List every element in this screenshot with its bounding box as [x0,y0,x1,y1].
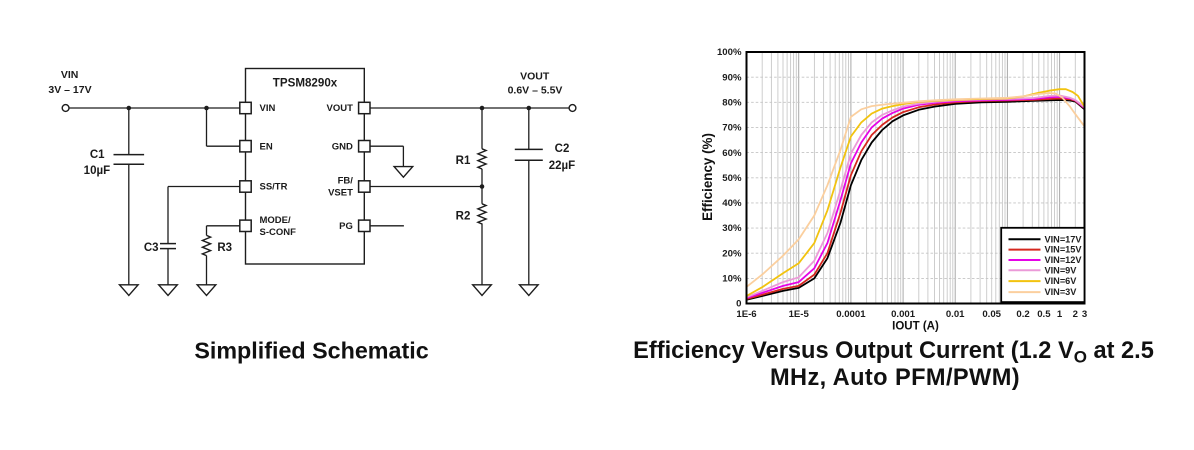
svg-text:22µF: 22µF [549,160,575,172]
svg-text:100%: 100% [717,47,742,58]
svg-text:MHz, Auto PFM/PWM): MHz, Auto PFM/PWM) [770,365,1020,391]
svg-text:0: 0 [736,299,741,310]
svg-text:1E-6: 1E-6 [736,309,756,320]
svg-text:VIN=6V: VIN=6V [1045,276,1078,286]
svg-text:S-CONF: S-CONF [260,227,297,238]
svg-text:60%: 60% [722,148,742,159]
svg-text:EN: EN [260,141,273,152]
svg-text:C1: C1 [90,149,105,161]
svg-text:VIN=9V: VIN=9V [1045,265,1078,275]
svg-text:VOUT: VOUT [327,103,354,114]
svg-text:Efficiency (%): Efficiency (%) [700,133,715,221]
svg-text:3: 3 [1082,309,1087,320]
svg-text:VIN: VIN [260,103,276,114]
svg-text:0.0001: 0.0001 [836,309,866,320]
svg-text:0.01: 0.01 [946,309,965,320]
svg-text:0.001: 0.001 [891,309,916,320]
svg-text:2: 2 [1073,309,1078,320]
svg-text:R3: R3 [217,242,232,254]
svg-text:VIN=17V: VIN=17V [1045,234,1083,244]
svg-text:40%: 40% [722,198,742,209]
svg-text:PG: PG [339,221,353,232]
svg-text:0.5: 0.5 [1037,309,1051,320]
svg-text:1E-5: 1E-5 [789,309,810,320]
svg-text:20%: 20% [722,248,742,259]
svg-text:0.6V – 5.5V: 0.6V – 5.5V [508,84,563,96]
svg-text:VSET: VSET [328,188,353,199]
svg-text:VIN=12V: VIN=12V [1045,255,1083,265]
svg-text:70%: 70% [722,123,742,134]
svg-text:Simplified Schematic: Simplified Schematic [194,337,428,363]
svg-text:VIN=3V: VIN=3V [1045,287,1078,297]
svg-text:50%: 50% [722,173,742,184]
svg-text:R2: R2 [456,210,471,222]
svg-text:1: 1 [1057,309,1063,320]
svg-text:10%: 10% [722,274,742,285]
svg-text:90%: 90% [722,72,742,83]
svg-text:SS/TR: SS/TR [260,182,288,193]
svg-text:VIN=15V: VIN=15V [1045,245,1083,255]
svg-text:3V – 17V: 3V – 17V [48,84,91,96]
svg-text:R1: R1 [456,155,471,167]
svg-text:0.2: 0.2 [1016,309,1029,320]
svg-text:MODE/: MODE/ [260,215,292,226]
svg-text:FB/: FB/ [338,176,354,187]
svg-text:VOUT: VOUT [520,71,550,83]
svg-text:30%: 30% [722,223,742,234]
svg-text:TPSM8290x: TPSM8290x [273,76,338,89]
svg-text:C2: C2 [555,143,570,155]
svg-text:Efficiency Versus Output Curre: Efficiency Versus Output Current (1.2 VO… [633,338,1154,367]
svg-text:10µF: 10µF [84,165,110,177]
svg-text:VIN: VIN [61,69,79,81]
svg-text:GND: GND [332,141,353,152]
svg-text:0.05: 0.05 [982,309,1001,320]
svg-text:IOUT (A): IOUT (A) [892,320,939,332]
svg-text:C3: C3 [144,242,159,254]
svg-text:80%: 80% [722,98,742,109]
